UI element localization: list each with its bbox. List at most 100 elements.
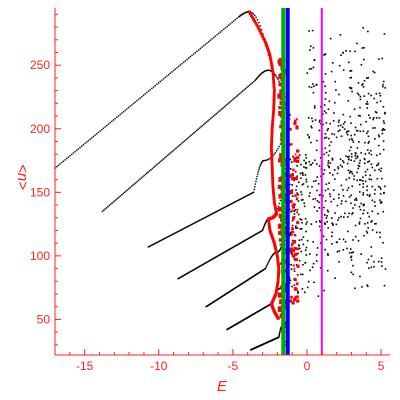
branch-point [185,139,187,141]
branch-point [189,135,191,138]
red-point [274,211,278,214]
branch-point [229,23,232,25]
scatter-point [305,161,307,164]
branch-point [132,102,135,105]
branch-point [176,67,178,69]
branch-point [226,103,229,105]
red-point [272,190,275,194]
branch-point [245,238,248,241]
scatter-point [338,197,340,199]
scatter-point [367,77,370,79]
branch-point [269,157,272,159]
branch-point [178,230,180,232]
red-point [271,179,275,183]
red-point [267,217,270,221]
scatter-point [363,58,365,61]
branch-point [253,80,255,83]
scatter-point [297,292,299,294]
red-cluster-point [296,208,299,211]
branch-point [150,244,152,247]
branch-point [160,160,162,163]
scatter-point [352,251,354,253]
branch-point [128,188,130,190]
red-point [271,177,275,181]
scatter-point [353,175,355,177]
red-point [271,72,275,76]
scatter-point [335,136,338,139]
red-point [272,89,276,93]
branch-point [215,210,218,213]
scatter-point [377,212,379,215]
scatter-point [350,153,353,155]
scatter-point [351,212,354,214]
scatter-point [370,149,372,152]
branch-point [279,143,282,145]
scatter-point [377,134,380,136]
branch-point [86,141,88,143]
red-cluster-point [278,213,284,219]
red-point [270,134,274,138]
scatter-point [291,189,294,191]
branch-point [129,186,131,189]
branch-point [141,176,144,178]
scatter-point [332,223,334,225]
scatter-point [295,225,297,228]
branch-point [210,259,212,261]
branch-point [203,263,205,265]
branch-point [216,111,219,114]
scatter-point [314,197,317,200]
scatter-point [349,248,352,250]
red-point [275,289,278,293]
scatter-point [371,210,374,213]
branch-point [266,265,268,267]
red-point [268,229,272,232]
scatter-point [366,168,369,171]
scatter-point [356,171,358,174]
scatter-point [339,158,342,160]
branch-point [268,259,271,262]
scatter-point [309,163,312,166]
branch-point [192,269,195,271]
branch-point [253,14,256,17]
scatter-point [373,97,376,100]
scatter-point [347,130,350,132]
branch-point [168,153,170,155]
scatter-point [284,221,287,224]
branch-point [277,205,280,207]
scatter-point [368,152,371,154]
red-point [277,265,281,269]
scatter-point [357,239,360,242]
red-cluster-point [294,277,297,280]
branch-point [125,190,127,192]
red-cluster-point [277,206,283,212]
red-point [264,40,267,44]
branch-point [150,169,152,171]
branch-point [166,236,169,238]
scatter-point [292,155,294,158]
branch-point [178,145,180,147]
branch-point [211,258,213,261]
scatter-point [312,241,314,243]
branch-point [234,245,237,247]
red-cluster-point [278,231,282,235]
scatter-point [380,261,383,263]
branch-point [270,70,273,72]
branch-point [139,178,141,180]
scatter-point [375,111,378,114]
column-point [284,228,287,230]
scatter-point [350,271,353,274]
red-point [270,144,273,147]
scatter-point [329,193,331,195]
red-cluster-point [277,93,283,99]
branch-point [200,126,202,128]
scatter-point [367,161,369,163]
branch-point [241,90,244,92]
scatter-point [311,83,314,85]
branch-point [179,276,182,279]
branch-point [248,194,250,196]
branch-point [258,231,261,233]
branch-point [228,248,231,251]
scatter-point [360,253,362,255]
scatter-point [329,195,332,198]
branch-point [180,229,182,231]
